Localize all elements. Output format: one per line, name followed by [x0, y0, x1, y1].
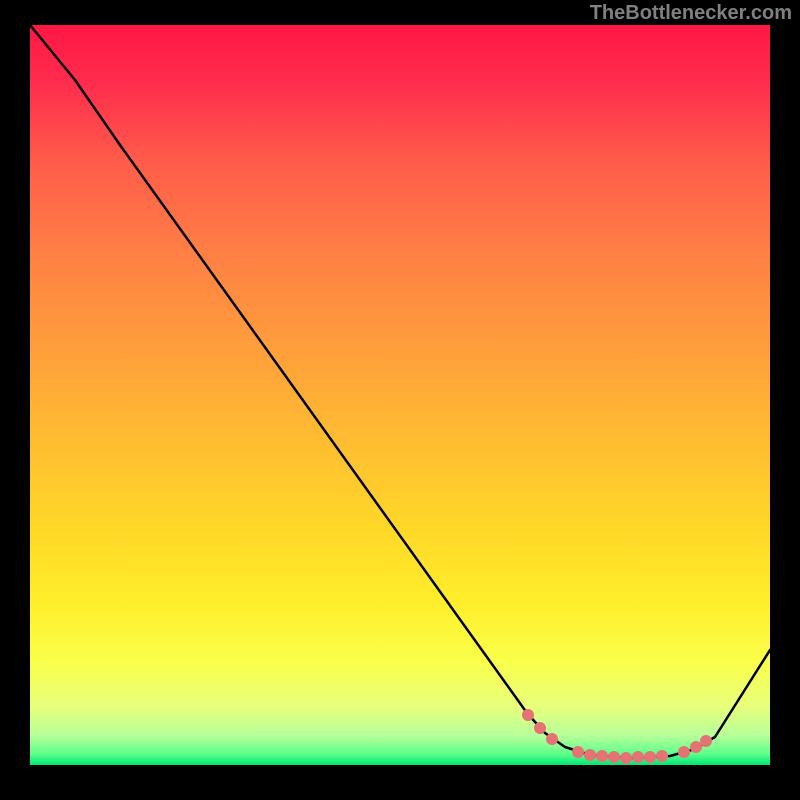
- marker-point: [596, 750, 608, 762]
- marker-point: [678, 746, 690, 758]
- curve-overlay: [30, 25, 770, 765]
- plot-area: [30, 25, 770, 765]
- markers-group: [522, 709, 712, 764]
- marker-point: [534, 722, 546, 734]
- marker-point: [620, 752, 632, 764]
- marker-point: [644, 751, 656, 763]
- marker-point: [690, 741, 702, 753]
- marker-point: [608, 751, 620, 763]
- marker-point: [522, 709, 534, 721]
- watermark-text: TheBottlenecker.com: [590, 2, 792, 25]
- marker-point: [546, 733, 558, 745]
- bottleneck-curve: [30, 25, 770, 758]
- marker-point: [584, 749, 596, 761]
- marker-point: [572, 746, 584, 758]
- marker-point: [700, 735, 712, 747]
- marker-point: [656, 750, 668, 762]
- marker-point: [632, 751, 644, 763]
